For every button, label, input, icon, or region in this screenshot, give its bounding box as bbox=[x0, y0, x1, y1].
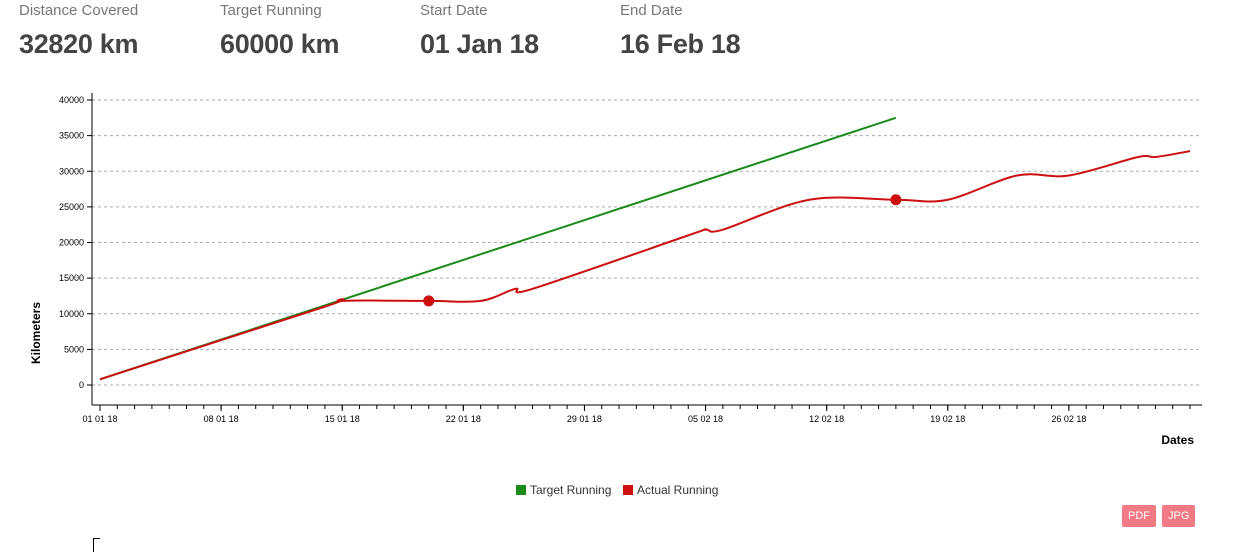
y-tick-label: 10000 bbox=[59, 309, 84, 319]
stat-value: 16 Feb 18 bbox=[620, 29, 741, 59]
x-tick-label: 12 02 18 bbox=[809, 414, 844, 424]
stat-end-date: End Date 16 Feb 18 bbox=[620, 2, 741, 60]
corner-mark bbox=[93, 538, 100, 552]
stat-label: Target Running bbox=[220, 2, 322, 19]
stat-label: End Date bbox=[620, 2, 683, 19]
stat-value: 32820 km bbox=[19, 29, 139, 59]
x-tick-label: 29 01 18 bbox=[567, 414, 602, 424]
y-tick-label: 25000 bbox=[59, 202, 84, 212]
legend-target-running: Target Running bbox=[530, 483, 611, 497]
x-tick-label: 26 02 18 bbox=[1051, 414, 1086, 424]
running-progress-chart: 0 5000 10000 15000 20000 25000 30000 35000 40000… bbox=[29, 93, 1202, 497]
x-tick-label: 22 01 18 bbox=[446, 414, 481, 424]
stat-start-date: Start Date 01 Jan 18 bbox=[420, 2, 539, 60]
export-pdf-button[interactable]: PDF bbox=[1122, 505, 1156, 527]
stat-value: 60000 km bbox=[220, 29, 340, 59]
y-tick-label: 20000 bbox=[59, 238, 84, 248]
x-tick-label: 15 01 18 bbox=[325, 414, 360, 424]
x-tick-label: 01 01 18 bbox=[82, 414, 117, 424]
actual-running-marker bbox=[423, 295, 435, 307]
y-tick-label: 40000 bbox=[59, 95, 84, 105]
legend-actual-running: Actual Running bbox=[637, 483, 718, 497]
legend-target-running-swatch bbox=[516, 485, 526, 495]
export-jpg-button[interactable]: JPG bbox=[1162, 505, 1196, 527]
y-tick-label: 5000 bbox=[64, 344, 84, 354]
stat-label: Distance Covered bbox=[19, 2, 139, 19]
x-axis-title: Dates bbox=[1161, 433, 1194, 447]
x-tick-label: 08 01 18 bbox=[204, 414, 239, 424]
x-tick-label: 19 02 18 bbox=[930, 414, 965, 424]
y-tick-label: 30000 bbox=[59, 166, 84, 176]
y-axis-title: Kilometers bbox=[29, 302, 43, 364]
legend-actual-running-swatch bbox=[623, 485, 633, 495]
stat-label: Start Date bbox=[420, 2, 488, 19]
y-tick-label: 15000 bbox=[59, 273, 84, 283]
stat-target-running: Target Running 60000 km bbox=[220, 2, 340, 60]
actual-running-line bbox=[99, 150, 1191, 381]
y-tick-label: 0 bbox=[79, 380, 84, 390]
stat-distance-covered: Distance Covered 32820 km bbox=[19, 2, 139, 60]
stat-value: 01 Jan 18 bbox=[420, 29, 539, 59]
x-tick-label: 05 02 18 bbox=[688, 414, 723, 424]
y-tick-label: 35000 bbox=[59, 131, 84, 141]
actual-running-marker bbox=[890, 194, 902, 206]
